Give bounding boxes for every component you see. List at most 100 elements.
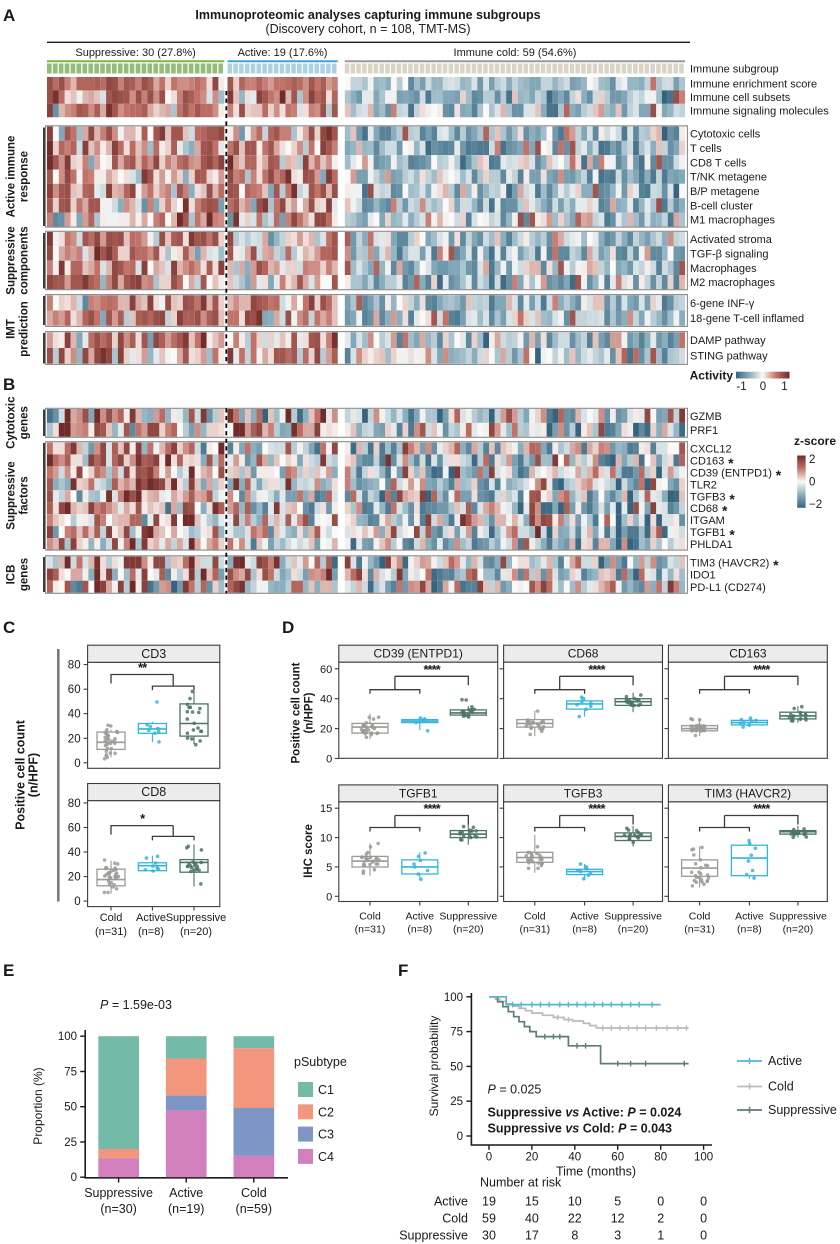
svg-text:100: 100 [444,992,463,1004]
svg-text:Active: Active [169,1186,203,1200]
svg-text:22: 22 [568,1212,582,1226]
svg-text:Positive cell count: Positive cell count [291,662,303,763]
svg-text:IMT: IMT [6,319,18,339]
svg-text:IHC score: IHC score [303,824,315,878]
svg-text:60: 60 [68,823,81,835]
svg-text:(n=31): (n=31) [684,924,715,936]
svg-text:1: 1 [781,381,787,393]
svg-text:Cold: Cold [524,911,546,923]
svg-text:100: 100 [694,1152,713,1164]
svg-text:****: **** [753,801,771,816]
svg-text:(n=31): (n=31) [95,926,127,938]
svg-text:0: 0 [71,1172,77,1184]
svg-text:3: 3 [614,1229,621,1243]
svg-text:40: 40 [568,1152,581,1164]
svg-text:z-score: z-score [794,434,836,448]
svg-text:0: 0 [700,1195,707,1209]
svg-text:0: 0 [486,1152,492,1164]
svg-text:(n=31): (n=31) [355,924,386,936]
svg-text:Active: Active [406,911,435,923]
svg-text:12: 12 [611,1212,625,1226]
svg-text:Proportion (%): Proportion (%) [31,1067,45,1144]
svg-text:1: 1 [657,1229,664,1243]
svg-text:Suppressive: Suppressive [84,1186,153,1200]
svg-text:5: 5 [326,862,332,874]
svg-text:40: 40 [320,694,332,706]
svg-text:80: 80 [68,798,81,810]
svg-text:CD163: CD163 [729,647,767,661]
svg-text:30: 30 [482,1229,496,1243]
svg-text:2: 2 [809,454,815,466]
svg-text:Suppressive: Suppressive [166,912,227,924]
svg-text:40: 40 [68,847,81,859]
svg-text:Suppressive: Suppressive [6,226,18,294]
svg-text:Cold: Cold [359,911,381,923]
svg-text:T/NK metagene: T/NK metagene [690,172,767,184]
svg-text:(n=59): (n=59) [236,1202,272,1216]
svg-text:5: 5 [614,1195,621,1209]
svg-text:M1 macrophages: M1 macrophages [690,215,775,227]
svg-text:20: 20 [68,872,81,884]
svg-text:0: 0 [457,1131,463,1143]
svg-text:(n=20): (n=20) [180,926,212,938]
svg-text:T cells: T cells [690,143,722,155]
svg-text:F: F [398,961,408,980]
svg-text:Immunoproteomic analyses captu: Immunoproteomic analyses capturing immun… [195,8,540,22]
svg-text:TIM3 (HAVCR2) *: TIM3 (HAVCR2) * [690,557,779,573]
svg-text:Time (months): Time (months) [556,1165,636,1179]
svg-text:(n=20): (n=20) [618,924,649,936]
svg-text:60: 60 [611,1152,624,1164]
svg-text:0: 0 [74,896,80,908]
svg-text:0: 0 [809,477,815,489]
svg-text:17: 17 [525,1229,539,1243]
svg-text:****: **** [588,662,606,677]
svg-text:(n=8): (n=8) [737,924,762,936]
svg-text:80: 80 [68,660,81,672]
svg-text:Active immune: Active immune [6,136,18,218]
svg-text:TGFB3 *: TGFB3 * [690,491,735,507]
svg-text:19: 19 [482,1195,496,1209]
svg-text:10: 10 [568,1195,582,1209]
svg-text:factors: factors [19,476,31,514]
svg-text:genes: genes [19,406,31,439]
svg-text:****: **** [588,801,606,816]
svg-text:ICB: ICB [6,565,18,585]
svg-text:Active: Active [434,1195,468,1209]
svg-text:(n/HPF): (n/HPF) [304,692,316,733]
svg-text:*: * [140,811,146,826]
svg-text:Cold: Cold [768,1080,794,1094]
svg-text:−2: −2 [809,499,822,511]
svg-text:B/P metagene: B/P metagene [690,186,760,198]
svg-text:genes: genes [19,558,31,591]
svg-text:pSubtype: pSubtype [294,1055,347,1069]
svg-text:Active: Active [570,911,599,923]
svg-text:Suppressive: Suppressive [439,911,497,923]
svg-text:P = 0.025: P = 0.025 [488,1083,542,1097]
svg-text:E: E [3,961,14,980]
svg-text:20: 20 [68,733,81,745]
svg-text:TIM3 (HAVCR2): TIM3 (HAVCR2) [705,786,791,800]
svg-text:A: A [3,6,15,25]
svg-text:Immune cell subsets: Immune cell subsets [690,92,791,104]
svg-text:60: 60 [320,664,332,676]
svg-text:Positive cell count: Positive cell count [14,719,28,830]
svg-text:****: **** [423,662,441,677]
svg-text:(n=30): (n=30) [100,1202,136,1216]
svg-text:****: **** [753,662,771,677]
svg-text:Suppressive: Suppressive [6,461,18,529]
svg-text:8: 8 [571,1229,578,1243]
svg-text:Activity: Activity [690,369,734,383]
svg-text:CD39 (ENTPD1): CD39 (ENTPD1) [374,647,463,661]
svg-text:0: 0 [326,754,332,766]
svg-text:**: ** [138,660,148,675]
svg-text:prediction: prediction [19,301,31,357]
svg-text:Activated stroma: Activated stroma [690,234,773,246]
svg-text:IDO1: IDO1 [690,570,716,582]
svg-text:Suppressive: Suppressive [769,911,827,923]
svg-text:B-cell cluster: B-cell cluster [690,200,753,212]
svg-text:(n=8): (n=8) [572,924,597,936]
svg-text:ITGAM: ITGAM [690,515,725,527]
svg-text:Cytotoxic cells: Cytotoxic cells [690,129,761,141]
svg-text:25: 25 [64,1137,77,1149]
svg-text:CD68: CD68 [568,647,599,661]
